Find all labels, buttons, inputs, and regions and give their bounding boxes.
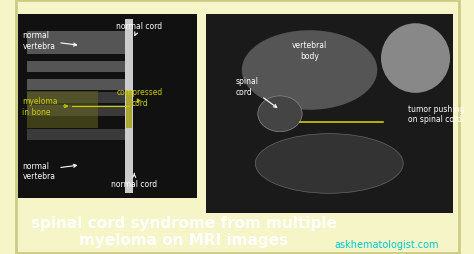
Text: myeloma
in bone: myeloma in bone bbox=[22, 97, 68, 116]
FancyBboxPatch shape bbox=[126, 20, 134, 193]
FancyBboxPatch shape bbox=[126, 92, 132, 129]
Ellipse shape bbox=[258, 97, 302, 132]
FancyBboxPatch shape bbox=[27, 61, 126, 73]
FancyBboxPatch shape bbox=[206, 15, 453, 213]
FancyBboxPatch shape bbox=[18, 15, 197, 198]
Ellipse shape bbox=[255, 134, 403, 194]
Text: spinal
cord: spinal cord bbox=[236, 77, 277, 108]
Text: normal cord: normal cord bbox=[111, 173, 157, 188]
FancyBboxPatch shape bbox=[16, 1, 459, 253]
Text: askhematologist.com: askhematologist.com bbox=[335, 239, 439, 249]
Text: spinal cord syndrome from multiple: spinal cord syndrome from multiple bbox=[31, 215, 337, 230]
Text: myeloma on MRI images: myeloma on MRI images bbox=[79, 233, 288, 247]
Text: normal cord: normal cord bbox=[117, 22, 163, 36]
Text: compressed
cord: compressed cord bbox=[117, 88, 163, 107]
Text: tumor pushing
on spinal cord: tumor pushing on spinal cord bbox=[386, 105, 465, 124]
Text: normal
vertebra: normal vertebra bbox=[22, 31, 77, 51]
Text: vertebral
body: vertebral body bbox=[292, 41, 327, 60]
FancyBboxPatch shape bbox=[27, 92, 126, 104]
FancyBboxPatch shape bbox=[27, 43, 126, 55]
FancyBboxPatch shape bbox=[27, 32, 126, 43]
FancyBboxPatch shape bbox=[27, 105, 126, 117]
FancyBboxPatch shape bbox=[27, 80, 126, 91]
Ellipse shape bbox=[381, 24, 450, 93]
Ellipse shape bbox=[242, 31, 377, 110]
FancyBboxPatch shape bbox=[27, 129, 126, 140]
FancyBboxPatch shape bbox=[27, 92, 99, 129]
Text: normal
vertebra: normal vertebra bbox=[22, 161, 77, 180]
